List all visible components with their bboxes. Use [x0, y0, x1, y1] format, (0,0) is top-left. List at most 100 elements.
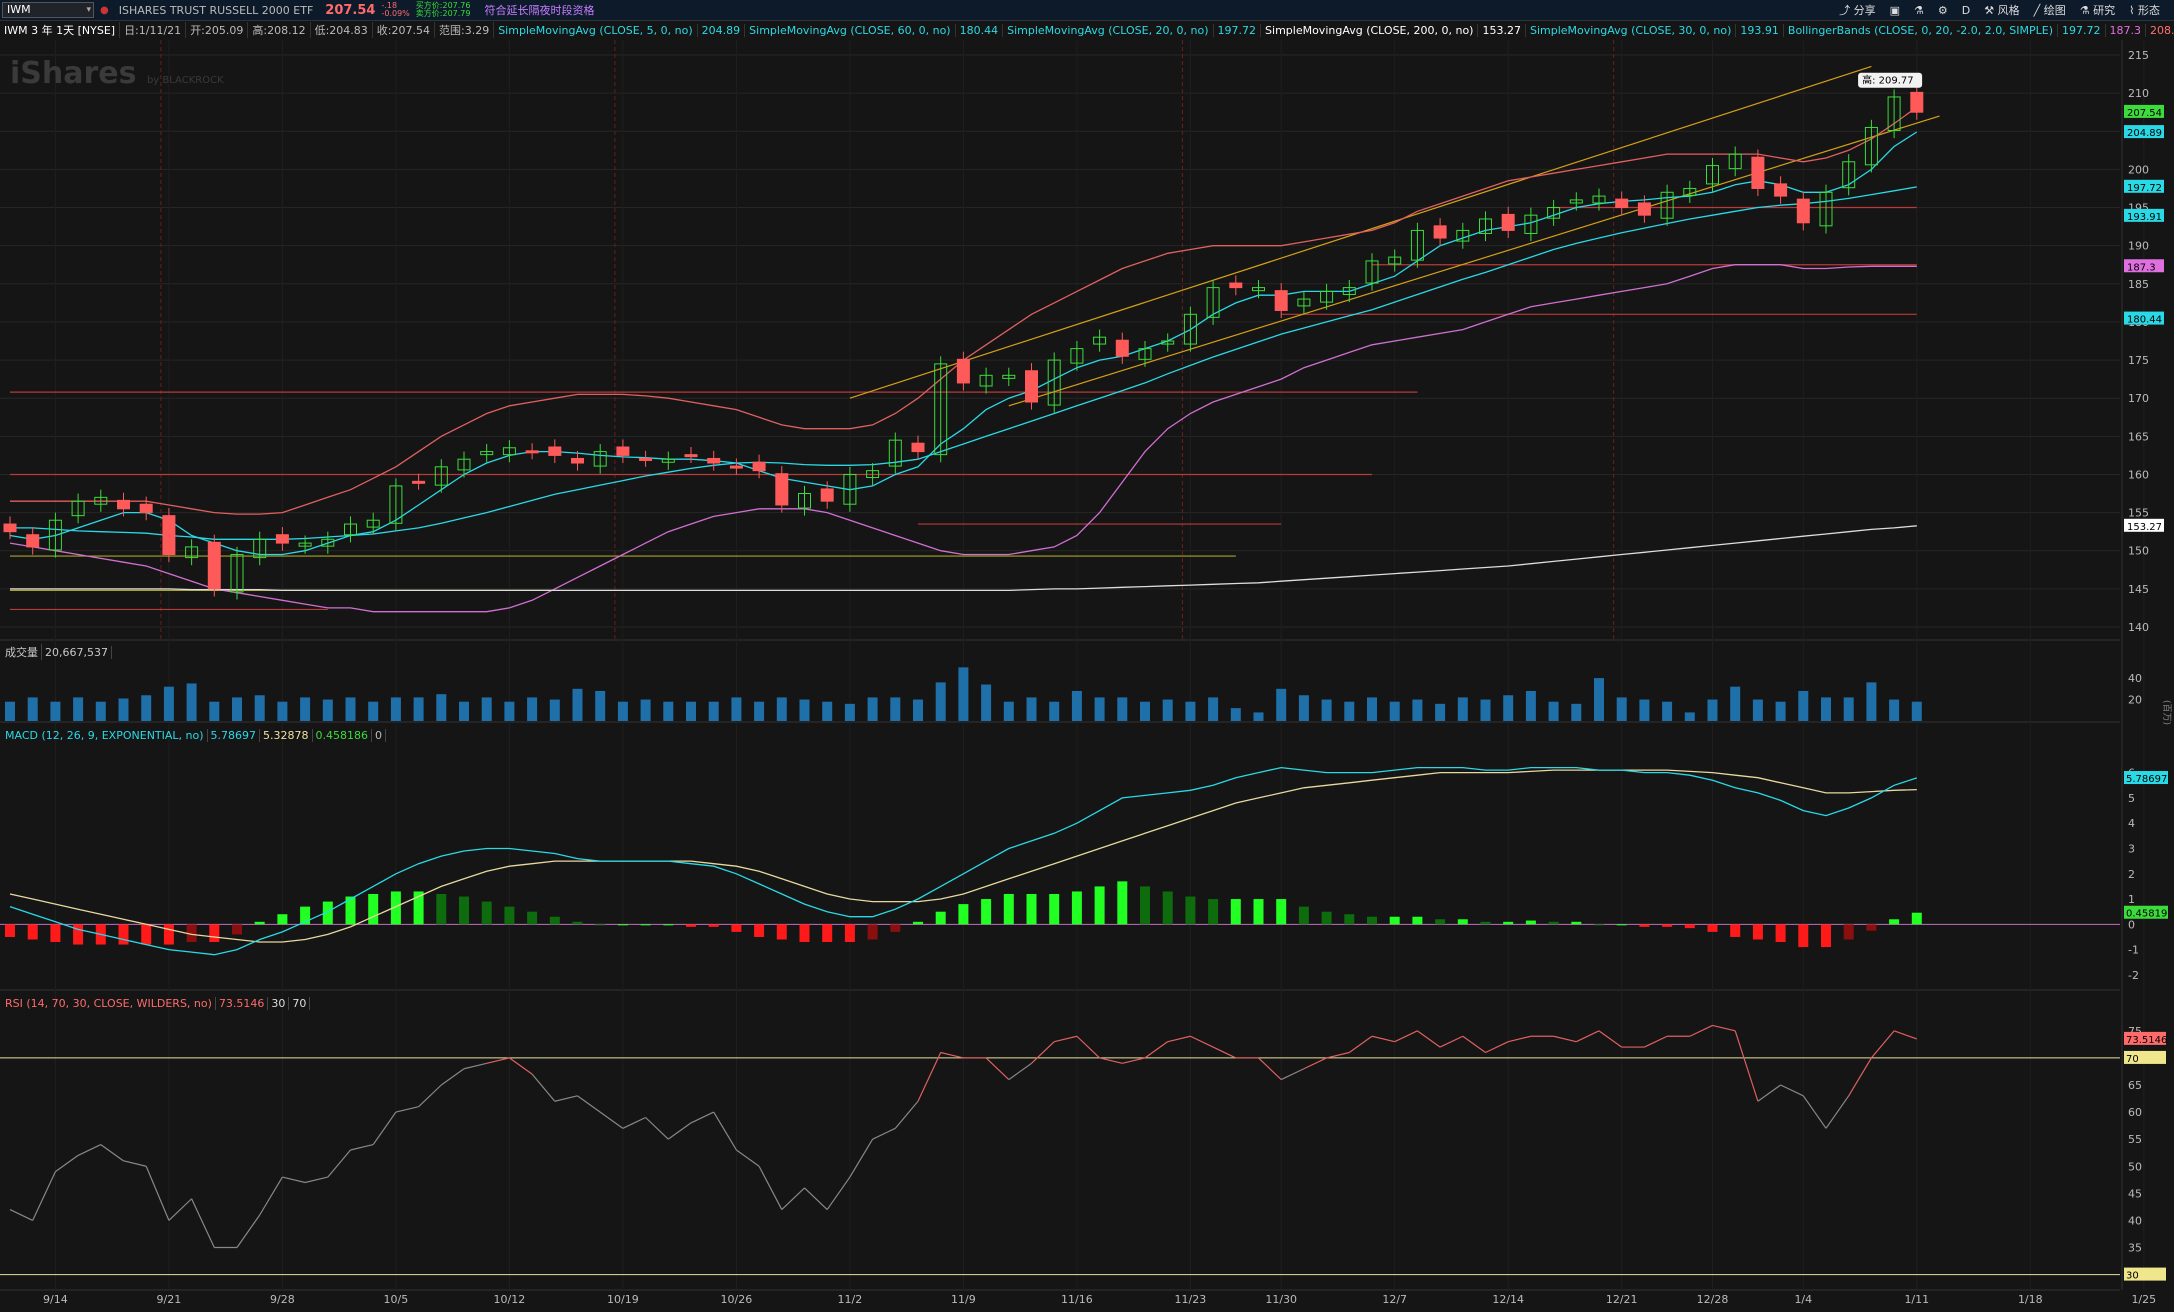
candle-body — [820, 488, 834, 502]
candle-body — [1796, 198, 1810, 224]
study-legend-item[interactable]: 208.15 — [2146, 24, 2174, 37]
study-legend-item[interactable]: 日:1/11/21 — [120, 22, 187, 38]
rsi-line-segment — [236, 1214, 261, 1248]
volume-bar — [1049, 701, 1060, 721]
candle-body — [1206, 287, 1220, 318]
rsi-line-segment — [486, 1057, 510, 1064]
rsi-line-segment — [509, 1057, 533, 1075]
macd-histogram-bar — [1230, 899, 1241, 925]
volume-header[interactable]: 成交量 20,667,537 — [2, 644, 112, 660]
date-tick-label: 1/18 — [2018, 1293, 2043, 1306]
rsi-line-segment — [32, 1171, 56, 1221]
macd-tick-label: 5 — [2128, 792, 2135, 805]
study-legend-item[interactable]: 193.91 — [1736, 23, 1784, 37]
price-label-text: 204.89 — [2127, 128, 2162, 139]
extended-hours-badge[interactable]: 符合延长隔夜时段资格 — [484, 4, 595, 17]
study-legend-item[interactable]: 180.44 — [956, 23, 1004, 37]
macd-histogram-bar — [1253, 899, 1264, 925]
symbol-input[interactable]: IWM ▾ — [2, 2, 94, 18]
candle-body — [1842, 161, 1856, 189]
study-legend-item[interactable]: SimpleMovingAvg (CLOSE, 30, 0, no) — [1526, 23, 1737, 37]
chevron-down-icon[interactable]: ▾ — [86, 5, 91, 15]
study-legend-item[interactable]: SimpleMovingAvg (CLOSE, 60, 0, no) — [745, 23, 956, 37]
macd-histogram-bar — [1503, 921, 1514, 925]
study-legend-item[interactable]: 197.72 — [2058, 23, 2106, 37]
study-legend-item[interactable]: 204.89 — [698, 23, 746, 37]
volume-bar — [186, 683, 197, 721]
candle-body — [480, 451, 494, 456]
macd-zero-value: 0 — [372, 728, 387, 742]
macd-histogram-bar — [1480, 921, 1491, 925]
date-tick-label: 9/28 — [270, 1293, 295, 1306]
logo-brand: iShares — [10, 56, 137, 91]
candle-body — [1637, 202, 1651, 216]
price-tick-label: 210 — [2128, 87, 2149, 100]
symbol-value[interactable]: IWM — [7, 3, 31, 16]
interval-button[interactable]: D — [1961, 3, 1971, 17]
patterns-button[interactable]: ⌇ 形态 — [2129, 4, 2160, 17]
macd-histogram-bar — [1616, 924, 1627, 926]
rsi-line-segment — [168, 1198, 193, 1221]
snapshot-icon[interactable]: ▣ — [1889, 3, 1901, 17]
macd-histogram-bar — [1140, 886, 1150, 925]
top-toolbar: IWM ▾ ● ISHARES TRUST RUSSELL 2000 ETF 2… — [0, 0, 2174, 21]
volume-bar — [459, 701, 469, 721]
macd-histogram-bar — [867, 924, 878, 940]
study-legend-item[interactable]: 低:204.83 — [311, 22, 373, 38]
ishares-logo: iShares by BLACKROCK — [10, 56, 224, 91]
rsi-tick-label: 40 — [2128, 1214, 2142, 1227]
candle-body — [548, 446, 562, 456]
volume-bar — [73, 697, 84, 721]
study-legend-item[interactable]: 开:205.09 — [186, 22, 249, 38]
macd-histogram-bar — [754, 924, 765, 937]
study-legend-item[interactable]: BollingerBands (CLOSE, 0, 20, -2.0, 2.0,… — [1784, 23, 2059, 37]
volume-bar — [1367, 697, 1377, 721]
volume-bar — [595, 690, 606, 721]
study-legend-item[interactable]: SimpleMovingAvg (CLOSE, 200, 0, no) — [1261, 23, 1479, 37]
last-price: 207.54 — [325, 2, 376, 18]
bollinger-lower-line — [9, 264, 1917, 613]
macd-line — [9, 766, 1918, 956]
candle-body — [1569, 199, 1583, 204]
date-tick-label: 11/23 — [1175, 1293, 1207, 1306]
volume-bar — [640, 699, 651, 721]
rsi-line-segment — [259, 1176, 283, 1216]
macd-tick-label: -2 — [2128, 969, 2139, 982]
candle-body — [616, 446, 630, 456]
rsi-line-segment — [1689, 1024, 1713, 1037]
candle-body — [26, 534, 40, 548]
study-legend-item[interactable]: SimpleMovingAvg (CLOSE, 5, 0, no) — [494, 23, 698, 37]
flask-icon[interactable]: ⚗ — [1914, 3, 1924, 17]
macd-header[interactable]: MACD (12, 26, 9, EXPONENTIAL, no) 5.7869… — [2, 727, 387, 743]
rsi-line-segment — [1371, 1035, 1395, 1043]
price-tick-label: 185 — [2128, 278, 2149, 291]
study-legend-item[interactable]: 197.72 — [1214, 23, 1262, 37]
price-tick-label: 190 — [2128, 240, 2149, 253]
macd-label-text: 5.78697 — [2126, 774, 2167, 785]
study-legend-item[interactable]: 153.27 — [1478, 23, 1526, 37]
rsi-header[interactable]: RSI (14, 70, 30, CLOSE, WILDERS, no) 73.… — [2, 995, 311, 1011]
gear-icon[interactable]: ⚙ — [1937, 3, 1948, 17]
study-legend-item[interactable]: 收:207.54 — [373, 22, 435, 38]
candle-body — [3, 523, 17, 533]
study-legend-item[interactable]: 187.3 — [2106, 23, 2147, 37]
study-legend-item[interactable]: 高:208.12 — [248, 22, 311, 38]
macd-histogram-bar — [1639, 924, 1650, 927]
style-button[interactable]: ⚒ 风格 — [1984, 4, 2020, 17]
drawing-button[interactable]: ╱ 绘图 — [2033, 4, 2066, 17]
bid-value: 买方价:207.76 — [415, 1, 471, 10]
study-legend-item[interactable]: 范围:3.29 — [435, 22, 495, 38]
rsi-line-segment — [1144, 1041, 1169, 1059]
candle-body — [389, 485, 403, 524]
share-button[interactable]: ⤴ 分享 — [1839, 4, 1876, 17]
study-legend-item[interactable]: SimpleMovingAvg (CLOSE, 20, 0, no) — [1003, 23, 1214, 37]
studies-button[interactable]: ⚗ 研究 — [2079, 4, 2116, 17]
chart-symbol-label[interactable]: IWM 3 年 1天 [NYSE] — [0, 22, 121, 38]
rsi-line-segment — [55, 1154, 79, 1173]
macd-histogram-bar — [549, 916, 560, 925]
date-tick-label: 10/5 — [384, 1293, 409, 1306]
date-tick-label: 11/9 — [951, 1293, 976, 1306]
macd-histogram-bar — [595, 924, 606, 926]
macd-histogram-bar — [1843, 924, 1854, 940]
